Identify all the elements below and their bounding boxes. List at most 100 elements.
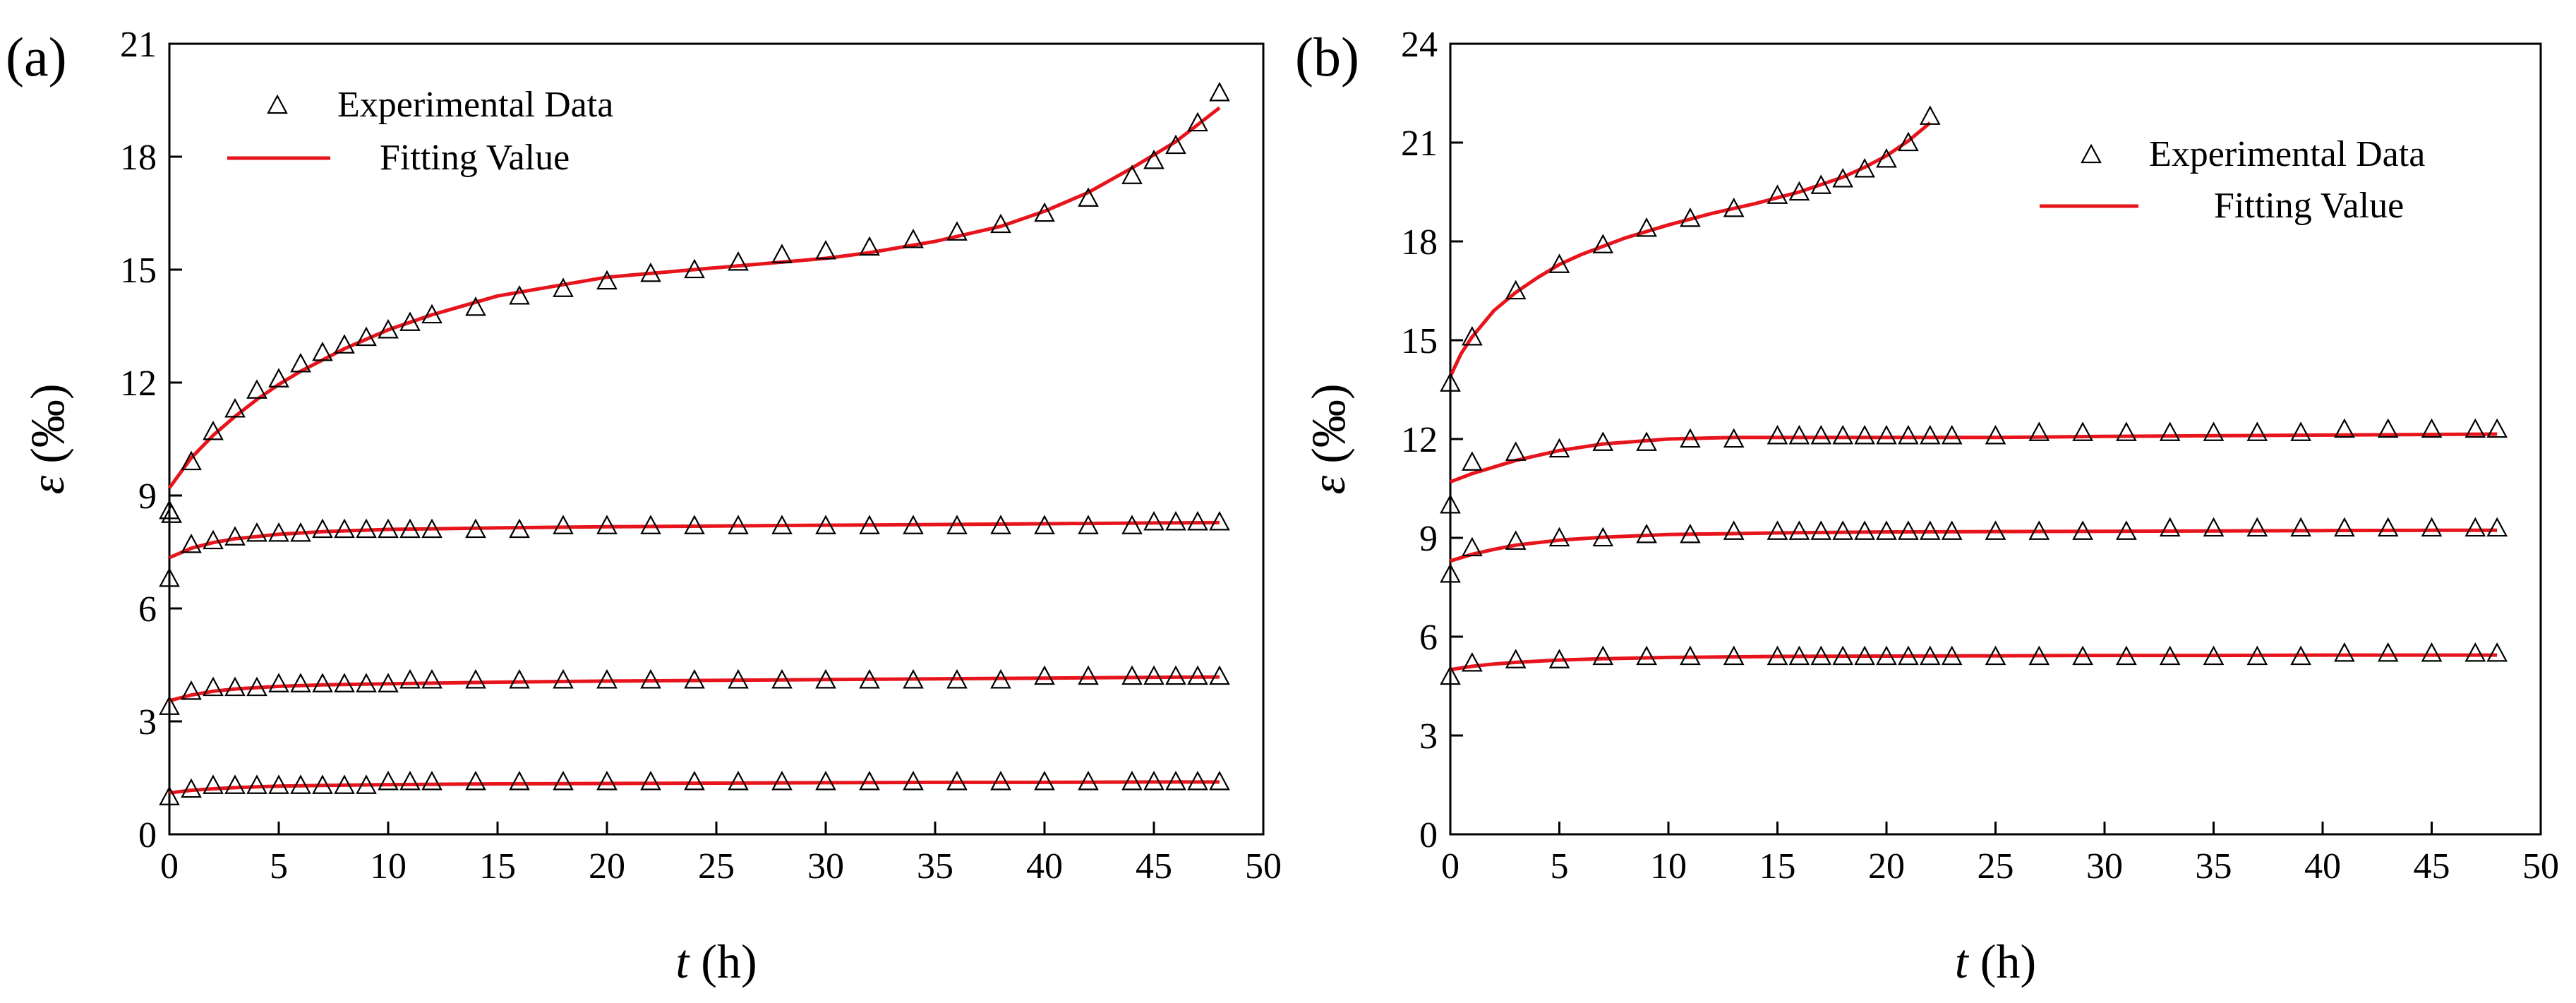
panel-a-data-point <box>421 771 443 791</box>
panel-a-data-point <box>203 421 224 440</box>
panel-b-y-tick-label: 3 <box>1419 716 1438 757</box>
panel-a-data-point <box>771 515 793 534</box>
panel-a-data-point <box>334 673 355 692</box>
panel-b-y-tick-label: 24 <box>1401 25 1438 65</box>
panel-a-data-point <box>1209 82 1230 102</box>
panel-a-data-point <box>399 669 421 689</box>
panel-b-data-point <box>2464 642 2486 662</box>
panel-b-fit-line-2 <box>1450 432 2498 484</box>
panel-b-data-point <box>1636 431 1657 451</box>
panel-b-data-point <box>1854 520 1875 540</box>
panel-a-data-point <box>1078 515 1099 534</box>
panel-a-x-tick-label: 15 <box>479 846 516 887</box>
panel-a-data-point <box>728 251 749 271</box>
panel-b-data-point <box>2028 520 2050 540</box>
panel-a-legend-experimental-label: Experimental Data <box>337 85 613 125</box>
panel-a-data-point <box>1143 771 1164 791</box>
panel-b-data-point <box>1919 520 1941 540</box>
panel-b-x-tick-label: 25 <box>1978 846 2014 887</box>
panel-b-data-point <box>1919 645 1941 666</box>
panel-a-data-point <box>1187 771 1208 791</box>
panel-b-y-tick-label: 6 <box>1419 618 1438 658</box>
panel-a-data-point <box>224 676 246 697</box>
panel-a-data-point <box>728 771 749 791</box>
panel-b-data-point <box>1548 649 1570 668</box>
panel-a-data-point <box>421 304 443 324</box>
panel-b-x-axis-var: t <box>1955 935 1970 988</box>
panel-b-data-point <box>1505 441 1527 461</box>
panel-b-y-tick-label: 15 <box>1401 321 1438 361</box>
panel-a-data-point <box>1187 511 1208 531</box>
panel-a-data-point <box>990 771 1011 791</box>
panel-b-data-point <box>2464 517 2486 537</box>
panel-b-data-point <box>1723 198 1745 217</box>
panel-a-data-point <box>161 503 182 523</box>
panel-b-x-axis-unit: (h) <box>1968 935 2036 988</box>
panel-a-y-tick-label: 21 <box>120 25 157 65</box>
panel-b-data-point <box>1548 438 1570 458</box>
panel-b-data-point <box>1788 425 1810 445</box>
panel-a-fit-line-3 <box>169 675 1220 703</box>
panel-a-data-point <box>509 518 530 539</box>
panel-a-y-tick-label: 12 <box>120 364 157 404</box>
panel-a-data-point <box>421 669 443 689</box>
panel-b-fit-line-3 <box>1450 528 2498 563</box>
panel-a-data-point <box>290 522 311 542</box>
panel-b-data-point <box>1462 536 1483 557</box>
panel-a-data-point <box>399 771 421 791</box>
panel-b-data-point <box>2203 517 2225 537</box>
panel-a-x-axis-title: t (h) <box>675 935 757 988</box>
panel-a-data-point <box>1187 112 1208 132</box>
panel-a-data-point <box>356 326 377 347</box>
panel-a-data-point <box>1143 665 1164 685</box>
panel-a-data-point <box>399 518 421 539</box>
panel-a-data-point <box>1078 187 1099 207</box>
panel-a-data-point <box>203 774 224 794</box>
panel-a-data-point <box>181 680 202 700</box>
panel-a-data-point <box>378 319 399 339</box>
panel-b-data-point <box>1767 184 1788 204</box>
panel-b-data-point <box>1788 181 1810 201</box>
panel-a-legend-marker-icon <box>267 94 288 114</box>
panel-a-data-point <box>903 771 924 791</box>
panel-a-data-point <box>859 236 880 256</box>
panel-a-data-point <box>728 669 749 689</box>
panel-b-data-point <box>2246 645 2268 666</box>
panel-a-data-point <box>553 515 574 534</box>
panel-b-data-point <box>1723 428 1745 448</box>
panel-a-data-point <box>378 771 399 791</box>
panel-a-data-point <box>771 771 793 791</box>
panel-a-data-point <box>684 771 705 791</box>
panel-a-data-point <box>246 379 267 399</box>
panel-b-x-tick-label: 10 <box>1650 846 1687 887</box>
panel-a-data-point <box>946 669 968 689</box>
panel-a-data-point <box>268 522 289 542</box>
panel-a-data-point <box>312 342 333 361</box>
panel-b-legend-fitting-label: Fitting Value <box>2214 186 2404 226</box>
panel-b-data-point <box>1440 372 1461 392</box>
panel-a-data-point <box>268 774 289 794</box>
panel-a-data-point <box>334 334 355 354</box>
panel-a-y-tick-label: 18 <box>120 138 157 178</box>
panel-b-label: (b) <box>1295 26 1359 88</box>
panel-a-y-axis-unit: (‰) <box>20 383 74 475</box>
panel-a-data-point <box>1034 202 1055 222</box>
panel-a-data-point <box>596 771 618 791</box>
panel-a-data-point <box>203 676 224 697</box>
panel-b-data-point <box>1440 563 1461 583</box>
panel-a-data-point <box>640 771 661 791</box>
panel-b-data-point <box>2421 642 2443 662</box>
panel-a-data-point <box>1143 511 1164 531</box>
panel-a-data-point <box>1034 665 1055 685</box>
panel-a-data-point <box>181 534 202 553</box>
panel-a-data-point <box>946 221 968 241</box>
panel-a-data-point <box>990 515 1011 534</box>
panel-a-data-point <box>181 450 202 471</box>
panel-b-data-point <box>2421 418 2443 438</box>
panel-b-data-point <box>1854 645 1875 666</box>
panel-b-data-point <box>1788 645 1810 666</box>
panel-b-data-point <box>1941 425 1963 445</box>
panel-b-fit-line-4 <box>1450 653 2498 672</box>
panel-a-data-point <box>1165 665 1186 685</box>
panel-a-data-point <box>356 673 377 692</box>
